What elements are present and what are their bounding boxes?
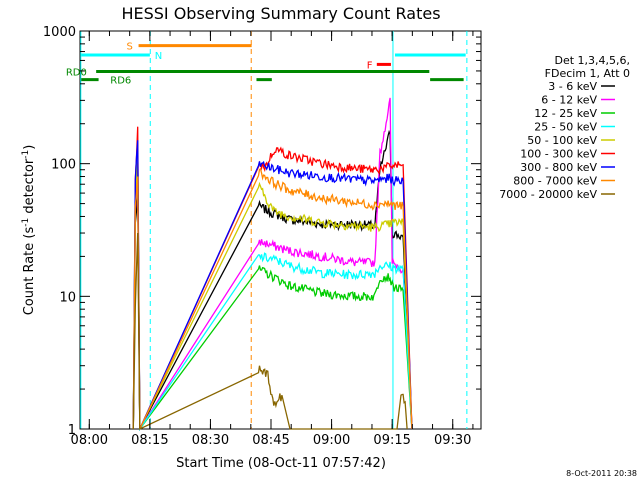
legend-label-8: 7000 - 20000 keV — [499, 188, 597, 201]
legend-header-0: Det 1,3,4,5,6, — [554, 54, 630, 67]
y-axis-label: Count Rate (s-1 detector-1) — [21, 145, 37, 316]
x-tick-label: 08:15 — [131, 433, 168, 448]
state-label-5: F — [367, 60, 373, 71]
legend-label-0: 3 - 6 keV — [548, 80, 597, 93]
legend-label-6: 300 - 800 keV — [520, 161, 597, 174]
series-line-8 — [132, 232, 408, 431]
state-label-3: RD0 — [66, 68, 87, 79]
series-line-7 — [132, 167, 413, 430]
state-label-0: S — [126, 42, 132, 53]
x-tick-label: 09:00 — [313, 433, 350, 448]
legend-label-7: 800 - 7000 keV — [513, 175, 597, 188]
state-label-1: N — [155, 51, 162, 62]
chart-title: HESSI Observing Summary Count Rates — [121, 4, 440, 23]
legend-header-1: FDecim 1, Att 0 — [545, 67, 630, 80]
x-tick-label: 08:45 — [252, 433, 289, 448]
y-tick-label: 100 — [51, 158, 76, 173]
x-tick-label: 09:15 — [373, 433, 410, 448]
legend-label-3: 25 - 50 keV — [534, 121, 597, 134]
legend-label-2: 12 - 25 keV — [534, 107, 597, 120]
plot-frame — [79, 30, 482, 430]
series-line-1 — [132, 97, 413, 432]
timestamp: 8-Oct-2011 20:38 — [566, 469, 637, 478]
series-line-6 — [132, 140, 413, 430]
series-line-5 — [132, 126, 413, 430]
x-tick-label: 08:30 — [192, 433, 229, 448]
series-line-4 — [132, 163, 413, 430]
series-line-3 — [132, 144, 413, 432]
legend-label-1: 6 - 12 keV — [541, 94, 597, 107]
legend-label-5: 100 - 300 keV — [520, 148, 597, 161]
x-axis-label: Start Time (08-Oct-11 07:57:42) — [176, 456, 386, 471]
y-tick-label: 1 — [68, 423, 76, 438]
state-label-4: RD6 — [110, 76, 131, 87]
legend: Det 1,3,4,5,6,FDecim 1, Att 03 - 6 keV6 … — [499, 54, 630, 201]
axes: 1 10 100 1000 08:00 08:15 08:30 08:45 09:00 09:15… — [43, 25, 481, 448]
x-tick-label: 08:00 — [71, 433, 108, 448]
series-line-2 — [132, 158, 413, 431]
legend-label-4: 50 - 100 keV — [527, 134, 597, 147]
y-tick-label: 10 — [59, 290, 76, 305]
y-axis-label-text: Count Rate (s-1 detector-1) — [21, 145, 37, 316]
y-tick-label: 1000 — [43, 25, 76, 40]
plot-area: S N RD0 RD6 F — [66, 31, 468, 432]
x-tick-label: 09:30 — [434, 433, 471, 448]
